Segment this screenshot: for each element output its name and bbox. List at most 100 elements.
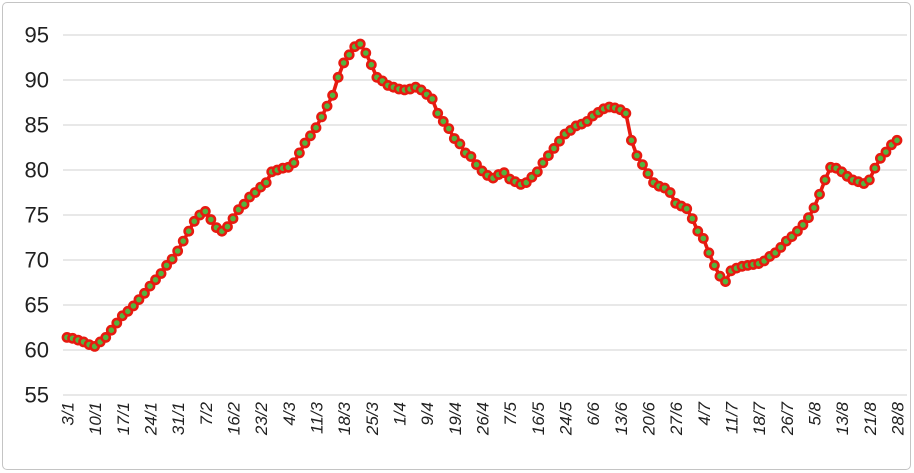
x-axis-tick-label: 6/6	[584, 401, 603, 425]
x-axis-tick-label: 28/8	[889, 401, 908, 436]
data-point-marker	[144, 280, 156, 292]
data-point-marker	[332, 71, 344, 83]
data-point-marker	[819, 174, 831, 186]
y-axis-tick-label: 85	[25, 113, 49, 138]
x-axis-tick-label: 13/8	[833, 401, 852, 435]
data-point-marker	[709, 259, 720, 271]
data-point-marker	[139, 287, 150, 299]
data-point-marker	[681, 203, 693, 215]
x-axis-tick-label: 13/6	[612, 401, 631, 435]
data-point-marker	[720, 276, 731, 287]
x-axis-tick-label: 21/8	[861, 401, 880, 436]
data-point-marker	[891, 134, 903, 146]
data-point-marker	[808, 202, 820, 214]
data-point-marker	[188, 215, 200, 227]
y-axis-tick-label: 65	[25, 293, 49, 318]
x-axis-tick-label: 4/7	[695, 401, 714, 425]
data-point-marker	[105, 324, 117, 336]
data-point-marker	[293, 147, 305, 159]
data-point-marker	[299, 137, 311, 149]
data-point-marker	[111, 317, 123, 329]
y-axis-tick-label: 80	[25, 158, 49, 183]
data-point-marker	[443, 123, 455, 134]
data-point-marker	[338, 57, 350, 69]
data-point-marker	[620, 107, 632, 119]
data-point-marker	[537, 157, 549, 169]
data-point-marker	[437, 116, 449, 127]
data-point-marker	[471, 159, 482, 170]
data-point-marker	[664, 187, 676, 198]
data-point-marker	[803, 212, 814, 224]
x-axis-tick-label: 19/4	[446, 402, 465, 435]
data-point-marker	[426, 93, 438, 105]
data-point-marker	[875, 152, 886, 164]
x-axis-tick-label: 1/4	[391, 402, 410, 426]
data-point-marker	[327, 89, 338, 101]
data-point-marker	[792, 225, 803, 237]
data-point-marker	[626, 134, 637, 146]
data-point-marker	[199, 205, 211, 217]
data-point-marker	[305, 130, 316, 142]
data-point-marker	[260, 177, 272, 188]
data-point-marker	[880, 146, 892, 158]
y-axis-tick-labels: 55 60 65 70 75 80 85 90 95	[25, 23, 49, 408]
x-axis-tick-label: 7/5	[501, 401, 520, 425]
x-axis-tick-label: 26/7	[778, 401, 797, 436]
data-point-marker	[797, 219, 809, 231]
x-axis-tick-label: 24/5	[557, 401, 576, 436]
x-axis-tick-label: 11/3	[308, 401, 327, 433]
x-axis-tick-label: 23/2	[252, 401, 271, 436]
x-axis-tick-label: 27/6	[667, 401, 686, 436]
data-point-marker	[177, 235, 189, 247]
x-axis-tick-label: 4/3	[280, 401, 299, 425]
data-point-marker	[155, 268, 167, 279]
x-axis-tick-label: 18/3	[335, 401, 354, 435]
x-axis-tick-label: 16/2	[225, 401, 244, 435]
y-axis-tick-label: 75	[25, 203, 49, 228]
x-axis-tick-label: 31/1	[169, 402, 188, 435]
data-point-marker	[100, 331, 112, 343]
y-axis-tick-label: 60	[25, 338, 49, 363]
data-point-marker	[222, 221, 233, 233]
y-axis-tick-label: 70	[25, 248, 49, 273]
data-point-marker	[554, 135, 565, 147]
data-point-marker	[432, 107, 444, 119]
y-axis-tick-label: 55	[25, 383, 49, 408]
y-axis-tick-label: 95	[25, 23, 49, 48]
data-point-marker	[631, 150, 643, 161]
data-point-marker	[548, 142, 560, 154]
data-point-marker	[238, 198, 250, 210]
x-axis-tick-labels: 3/1 10/1 17/1 24/1 31/1 7/2 16/2 23/2 4/3 11/3 18/…	[59, 401, 908, 436]
x-axis-tick-label: 3/1	[59, 402, 78, 426]
data-point-marker	[205, 214, 217, 225]
data-point-marker	[642, 168, 654, 179]
data-point-marker	[166, 253, 178, 265]
data-point-marker	[814, 188, 825, 200]
data-point-marker	[354, 38, 366, 50]
data-point-marker	[227, 213, 239, 224]
x-axis-tick-label: 25/3	[363, 401, 382, 436]
data-point-marker	[465, 151, 477, 162]
data-point-marker	[150, 274, 161, 286]
data-point-marker	[697, 232, 709, 244]
data-point-marker	[686, 213, 698, 224]
data-point-marker	[172, 245, 184, 257]
data-series	[61, 38, 903, 352]
data-point-marker	[360, 47, 372, 59]
data-point-marker	[365, 59, 377, 71]
x-axis-tick-label: 11/7	[723, 401, 742, 433]
data-point-marker	[637, 159, 648, 170]
data-point-marker	[703, 247, 715, 259]
data-point-marker	[161, 259, 172, 271]
chart-canvas: 55 60 65 70 75 80 85 90 95 3/1 10/1 17/1 24/1 31/1 7/…	[25, 23, 908, 437]
x-axis-tick-label: 10/1	[86, 402, 105, 435]
series-line	[65, 42, 899, 349]
data-point-marker	[863, 174, 875, 186]
x-axis-tick-label: 16/5	[529, 401, 548, 435]
y-axis-tick-label: 90	[25, 68, 49, 93]
data-point-marker	[343, 49, 355, 61]
data-point-marker	[183, 225, 195, 237]
data-point-marker	[775, 241, 787, 253]
